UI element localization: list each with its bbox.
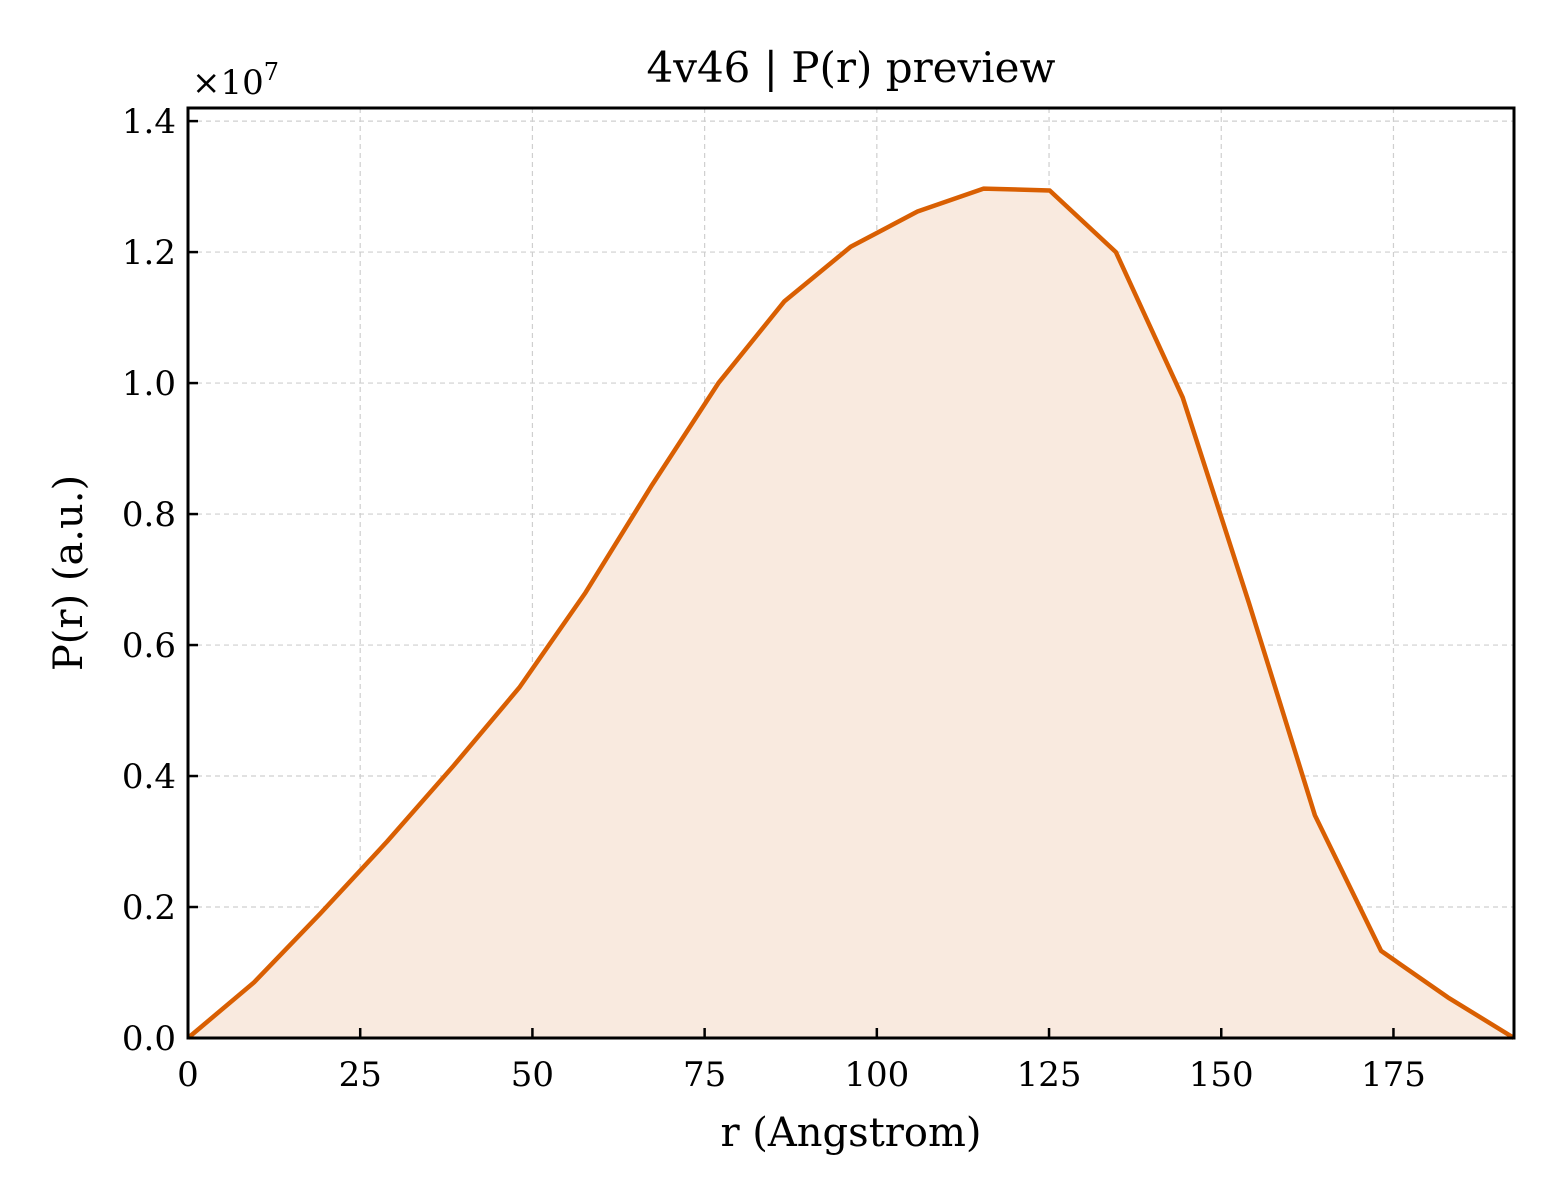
y-tick-label: 0.0 xyxy=(122,1019,176,1059)
y-tick-label: 1.2 xyxy=(122,233,176,273)
y-tick-label: 1.0 xyxy=(122,364,176,404)
series-line xyxy=(186,186,1516,1040)
x-tick-label: 100 xyxy=(844,1055,909,1095)
plot-frame xyxy=(186,106,1516,1040)
y-tick-label: 0.8 xyxy=(122,495,176,535)
x-tick-label: 50 xyxy=(511,1055,554,1095)
y-tick-label: 0.4 xyxy=(122,757,176,797)
x-tick-label: 75 xyxy=(683,1055,726,1095)
y-axis-label: P(r) (a.u.) xyxy=(46,475,92,671)
chart-title: 4v46 | P(r) preview xyxy=(647,43,1056,92)
x-tick-label: 175 xyxy=(1361,1055,1426,1095)
y-axis: 0.0 0.2 0.4 0.6 0.8 1.0 1.2 1.4 xyxy=(122,102,198,1059)
y-tick-label: 0.6 xyxy=(122,626,176,666)
y-tick-label: 1.4 xyxy=(122,102,176,142)
x-axis-label: r (Angstrom) xyxy=(720,1110,981,1156)
x-tick-label: 125 xyxy=(1017,1055,1082,1095)
y-multiplier-exponent: 7 xyxy=(264,58,279,86)
y-axis-multiplier: ×107 xyxy=(192,58,279,103)
y-multiplier-base: ×10 xyxy=(192,63,264,103)
series-area-fill xyxy=(188,188,1514,1039)
x-tick-label: 25 xyxy=(339,1055,382,1095)
y-tick-label: 0.2 xyxy=(122,888,176,928)
x-tick-label: 0 xyxy=(177,1055,199,1095)
x-tick-label: 150 xyxy=(1189,1055,1254,1095)
x-axis: 0 25 50 75 100 125 150 175 xyxy=(177,1028,1426,1095)
